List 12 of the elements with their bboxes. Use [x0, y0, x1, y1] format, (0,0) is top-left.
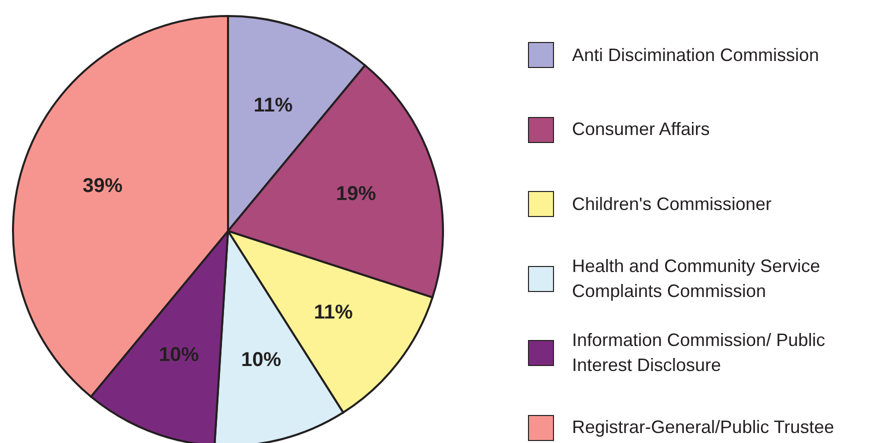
data-label: 10%	[158, 344, 200, 366]
data-label: 11%	[314, 302, 353, 324]
data-label: 19%	[336, 182, 376, 205]
legend-label: Anti Discimination Commission	[572, 44, 820, 67]
legend-label: Consumer Affairs	[572, 118, 711, 142]
legend-label: Registrar-General/Public Trustee	[572, 416, 836, 440]
data-label: 10%	[241, 349, 282, 372]
data-label: 39%	[82, 174, 123, 197]
legend-label: Health and Community Service Complaints Commission	[572, 254, 822, 303]
legend-label: Children's Commissioner	[572, 192, 772, 216]
legend-label: Information Commission/ Public Interest Disclosure	[572, 329, 826, 378]
data-label: 11%	[254, 94, 293, 117]
